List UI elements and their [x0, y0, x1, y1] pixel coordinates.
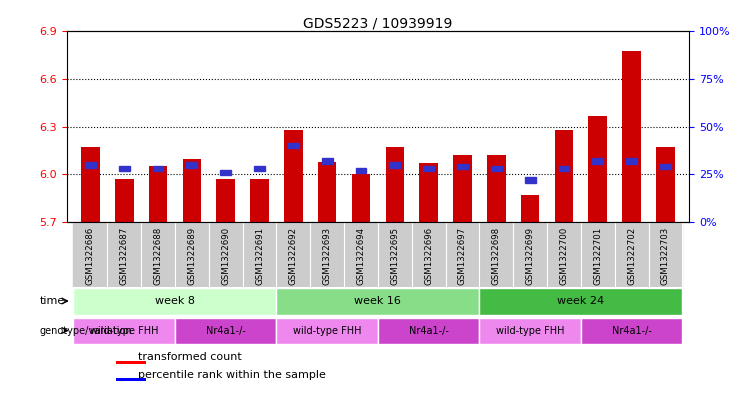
Text: GSM1322687: GSM1322687: [120, 227, 129, 285]
Text: GSM1322693: GSM1322693: [322, 227, 332, 285]
Text: GSM1322689: GSM1322689: [187, 227, 196, 285]
Bar: [276, 222, 310, 287]
Text: transformed count: transformed count: [139, 352, 242, 362]
Bar: [453, 155, 472, 222]
Text: time: time: [39, 296, 65, 306]
Bar: [116, 361, 147, 364]
Bar: [73, 288, 276, 315]
Text: week 16: week 16: [354, 296, 402, 306]
Bar: [220, 170, 231, 175]
Text: GSM1322700: GSM1322700: [559, 227, 568, 285]
Text: percentile rank within the sample: percentile rank within the sample: [139, 369, 326, 380]
Bar: [288, 143, 299, 149]
Text: GSM1322699: GSM1322699: [525, 227, 535, 285]
Bar: [378, 318, 479, 344]
Bar: [487, 155, 505, 222]
Bar: [378, 222, 412, 287]
Text: week 24: week 24: [557, 296, 605, 306]
Text: wild-type FHH: wild-type FHH: [496, 325, 565, 336]
Bar: [254, 166, 265, 171]
Bar: [479, 288, 682, 315]
Text: wild-type FHH: wild-type FHH: [90, 325, 159, 336]
Text: GSM1322695: GSM1322695: [391, 227, 399, 285]
Bar: [479, 222, 514, 287]
Bar: [250, 179, 269, 222]
Text: Nr4a1-/-: Nr4a1-/-: [206, 325, 245, 336]
Bar: [141, 222, 175, 287]
Bar: [356, 168, 366, 173]
Text: GSM1322688: GSM1322688: [153, 227, 162, 285]
Bar: [648, 222, 682, 287]
Bar: [555, 130, 574, 222]
Bar: [322, 158, 333, 164]
Text: GSM1322698: GSM1322698: [492, 227, 501, 285]
Text: GSM1322696: GSM1322696: [424, 227, 433, 285]
Bar: [525, 178, 536, 183]
Bar: [149, 167, 167, 222]
Bar: [521, 195, 539, 222]
Bar: [491, 166, 502, 171]
Bar: [660, 164, 671, 169]
Title: GDS5223 / 10939919: GDS5223 / 10939919: [303, 16, 453, 30]
Bar: [310, 222, 344, 287]
Bar: [318, 162, 336, 222]
Bar: [115, 179, 133, 222]
Text: GSM1322702: GSM1322702: [627, 227, 636, 285]
Bar: [352, 174, 370, 222]
Bar: [423, 166, 434, 171]
Text: GSM1322686: GSM1322686: [86, 227, 95, 285]
Bar: [175, 222, 209, 287]
Bar: [412, 222, 445, 287]
Bar: [73, 222, 107, 287]
Bar: [153, 166, 164, 171]
Text: GSM1322703: GSM1322703: [661, 227, 670, 285]
Bar: [216, 179, 235, 222]
Bar: [284, 130, 302, 222]
Bar: [445, 222, 479, 287]
Bar: [73, 318, 175, 344]
Bar: [385, 147, 404, 222]
Text: Nr4a1-/-: Nr4a1-/-: [409, 325, 448, 336]
Bar: [344, 222, 378, 287]
Bar: [588, 116, 607, 222]
Bar: [107, 222, 141, 287]
Bar: [457, 164, 468, 169]
Text: GSM1322692: GSM1322692: [289, 227, 298, 285]
Bar: [479, 318, 581, 344]
Text: GSM1322697: GSM1322697: [458, 227, 467, 285]
Text: GSM1322701: GSM1322701: [594, 227, 602, 285]
Bar: [547, 222, 581, 287]
Text: GSM1322690: GSM1322690: [221, 227, 230, 285]
Bar: [81, 147, 100, 222]
Bar: [116, 378, 147, 381]
Bar: [419, 163, 438, 222]
Text: week 8: week 8: [155, 296, 195, 306]
Text: GSM1322694: GSM1322694: [356, 227, 365, 285]
Bar: [209, 222, 242, 287]
Bar: [390, 162, 400, 167]
Bar: [85, 162, 96, 167]
Bar: [276, 288, 479, 315]
Bar: [182, 158, 201, 222]
Bar: [514, 222, 547, 287]
Bar: [559, 166, 569, 171]
Bar: [622, 50, 641, 222]
Bar: [626, 158, 637, 164]
Bar: [615, 222, 648, 287]
Bar: [592, 158, 603, 164]
Bar: [656, 147, 675, 222]
Text: genotype/variation: genotype/variation: [39, 325, 132, 336]
Bar: [581, 222, 615, 287]
Bar: [276, 318, 378, 344]
Text: GSM1322691: GSM1322691: [255, 227, 264, 285]
Bar: [581, 318, 682, 344]
Bar: [187, 162, 197, 167]
Text: wild-type FHH: wild-type FHH: [293, 325, 362, 336]
Bar: [242, 222, 276, 287]
Bar: [175, 318, 276, 344]
Text: Nr4a1-/-: Nr4a1-/-: [611, 325, 651, 336]
Bar: [119, 166, 130, 171]
